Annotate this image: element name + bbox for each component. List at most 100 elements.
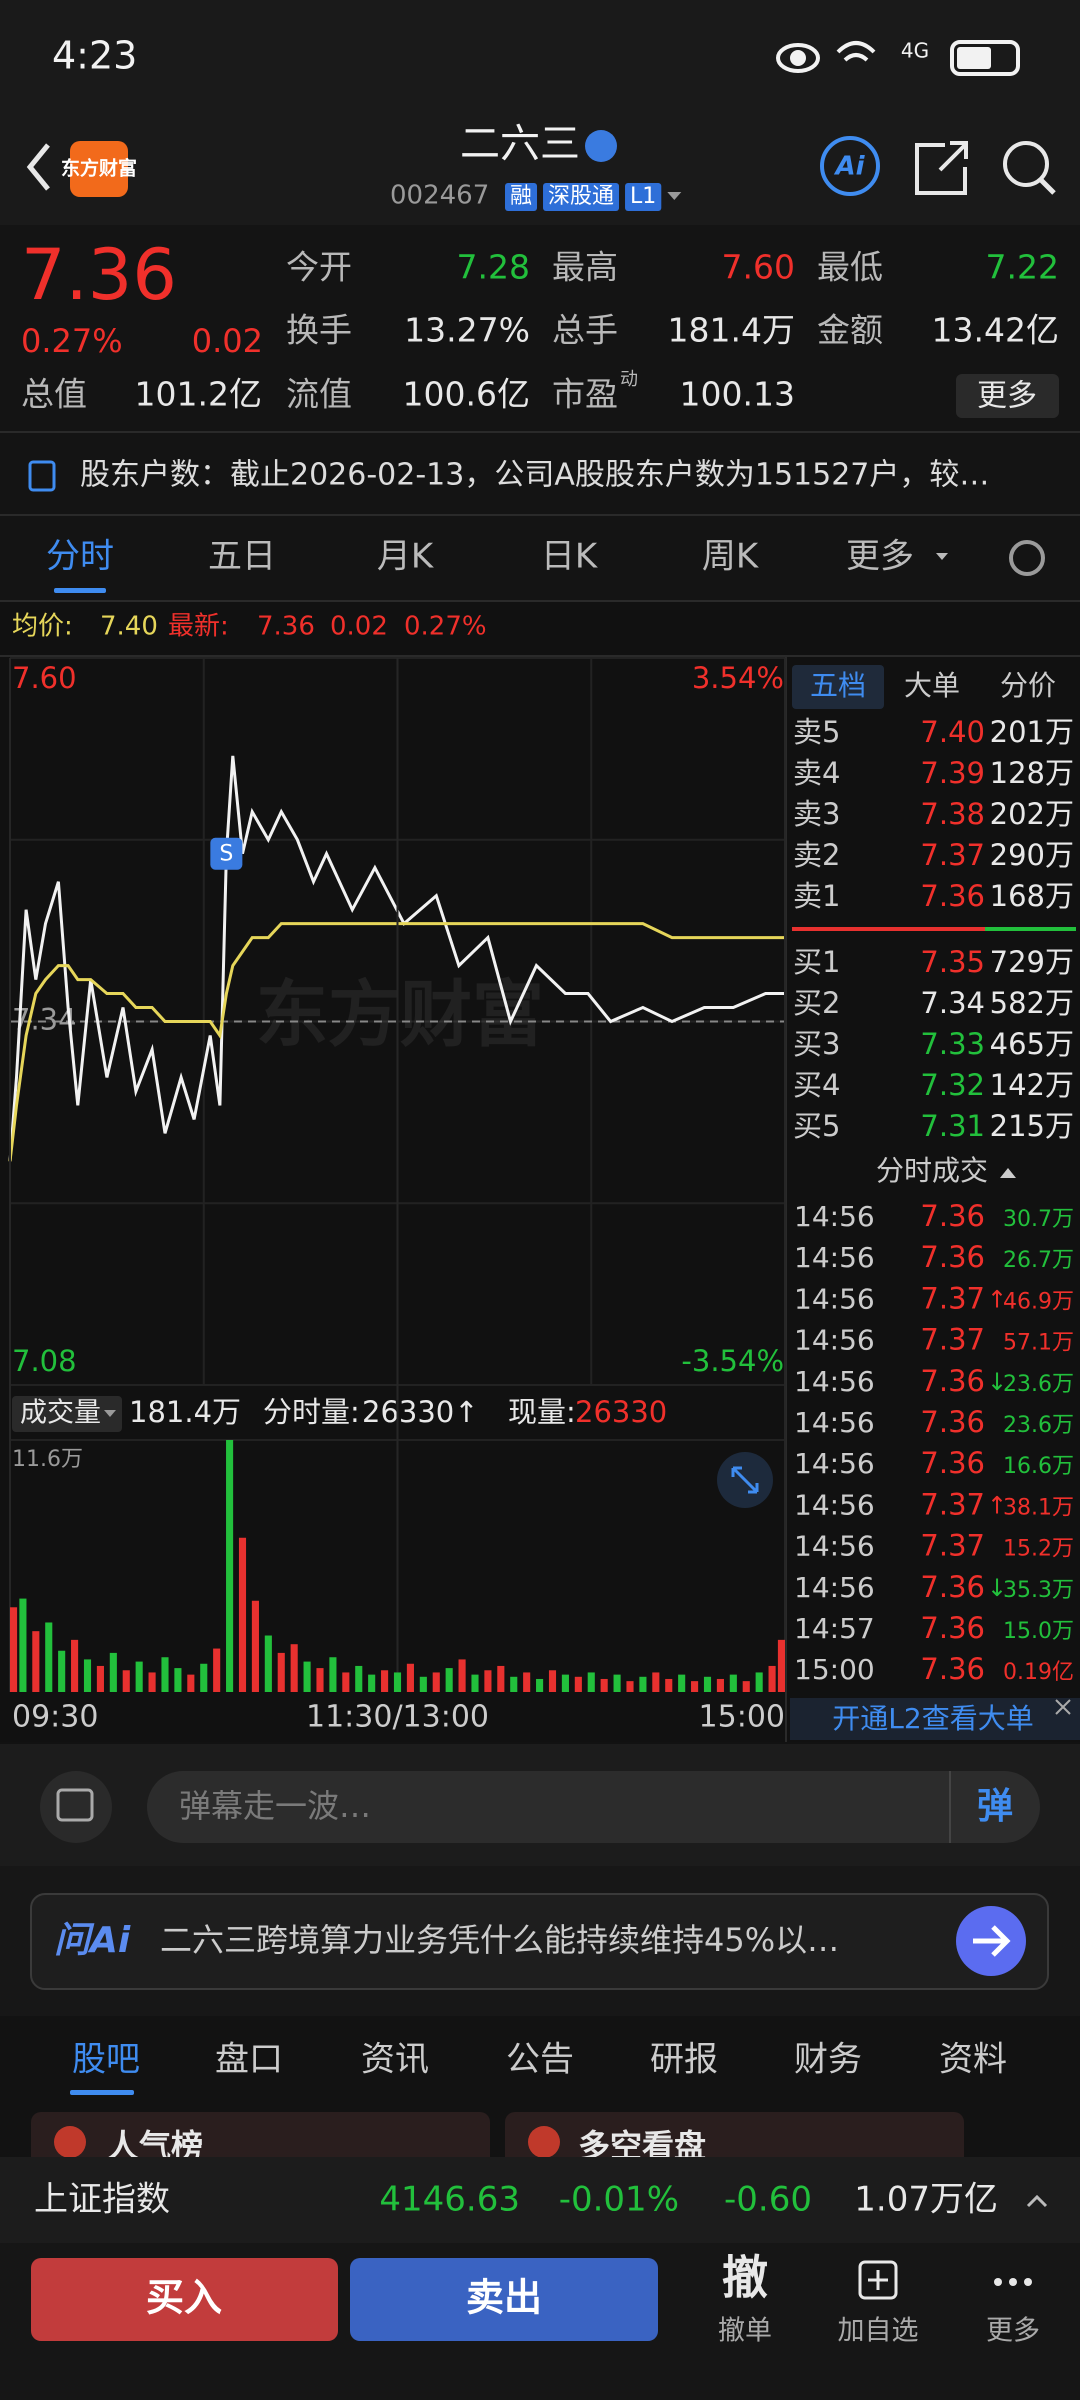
index-bar-bg xyxy=(0,2157,1080,2243)
buy-button[interactable] xyxy=(31,2258,338,2341)
volume-bar xyxy=(303,1661,311,1692)
volume-bar xyxy=(484,1670,492,1692)
trade-flag: ↓ xyxy=(987,1368,1007,1396)
cancel-label[interactable]: 撤单 xyxy=(718,2316,772,2347)
change-pct: 0.27% xyxy=(21,322,123,360)
trade-price: 7.36 xyxy=(920,1240,985,1274)
settings-button[interactable] xyxy=(1009,540,1045,576)
cancel-icon[interactable]: 撤 xyxy=(722,2251,768,2305)
index-amount: 1.07万亿 xyxy=(854,2180,998,2220)
book-label: 买3 xyxy=(793,1027,840,1061)
last-price: 7.36 xyxy=(21,234,177,316)
more-button[interactable] xyxy=(956,374,1059,418)
trade-price: 7.37 xyxy=(920,1529,985,1563)
sell-label[interactable]: 卖出 xyxy=(466,2276,542,2320)
trade-price: 7.36 xyxy=(920,1446,985,1480)
content-tab[interactable]: 股吧 xyxy=(72,2040,140,2080)
trades-title: 分时成交 xyxy=(876,1154,988,1187)
volume-bar xyxy=(226,1440,234,1692)
field-label: 总手 xyxy=(552,311,618,350)
volume-bar xyxy=(264,1635,272,1692)
tag-bg xyxy=(543,183,620,211)
content-tab[interactable]: 盘口 xyxy=(215,2040,283,2080)
news-icon xyxy=(28,460,56,492)
network-label: 4G xyxy=(901,39,929,63)
stock-tag: L1 xyxy=(630,184,656,209)
share-button[interactable] xyxy=(915,141,968,195)
watch-icon[interactable] xyxy=(858,2260,898,2300)
danmu-input[interactable] xyxy=(147,1771,1040,1843)
ai-box[interactable] xyxy=(30,1893,1049,1990)
tab[interactable]: 周K xyxy=(702,537,760,577)
l2-banner-bg[interactable] xyxy=(790,1698,1080,1740)
index-name: 上证指数 xyxy=(34,2180,170,2220)
x-tick-label: 15:00 xyxy=(699,1700,785,1735)
tab[interactable]: 五日 xyxy=(208,537,276,577)
trade-time: 14:56 xyxy=(794,1488,875,1521)
content-tab[interactable]: 公告 xyxy=(506,2040,574,2080)
app-logo-text: 东方财富 xyxy=(61,157,137,180)
y2-tick-label: -3.54% xyxy=(681,1344,784,1378)
volume-label: 成交量 xyxy=(20,1398,101,1429)
content-tab[interactable]: 资讯 xyxy=(361,2040,429,2080)
more-icon[interactable] xyxy=(994,2278,1032,2286)
volume-current: 26330 xyxy=(575,1395,667,1429)
book-price: 7.34 xyxy=(920,986,985,1020)
news-text[interactable]: 股东户数：截止2026-02-13，公司A股股东户数为151527户，较… xyxy=(80,458,989,493)
field-value: 100.6亿 xyxy=(403,375,530,414)
tab[interactable]: 月K xyxy=(377,537,435,577)
book-volume: 142万 xyxy=(990,1068,1074,1102)
volume-bar xyxy=(122,1670,130,1692)
more-label[interactable]: 更多 xyxy=(986,2316,1040,2347)
content-tab[interactable]: 资料 xyxy=(939,2040,1007,2080)
search-button[interactable] xyxy=(1003,141,1049,187)
pe-badge: 动 xyxy=(620,369,638,390)
volume-bar xyxy=(251,1600,259,1692)
volume-minute-label: 分时量: xyxy=(263,1395,360,1429)
trade-price: 7.36 xyxy=(920,1364,985,1398)
more-label[interactable]: 更多 xyxy=(977,379,1037,414)
close-icon xyxy=(1055,1699,1071,1715)
book-volume: 202万 xyxy=(990,797,1074,831)
card-icon xyxy=(54,2126,86,2158)
volume-bar xyxy=(135,1661,143,1692)
ai-question[interactable]: 二六三跨境算力业务凭什么能持续维持45%以… xyxy=(160,1921,839,1959)
trade-flag: ↑ xyxy=(987,1285,1007,1313)
volume-bar xyxy=(729,1674,737,1692)
tab[interactable]: 更多 xyxy=(846,537,914,577)
danmu-icon[interactable] xyxy=(40,1771,112,1843)
volume-bar xyxy=(406,1663,414,1692)
danmu-button[interactable]: 弹 xyxy=(977,1786,1013,1827)
content-tab[interactable]: 研报 xyxy=(650,2040,718,2080)
danmu-placeholder[interactable]: 弹幕走一波… xyxy=(179,1787,371,1825)
book-tab[interactable]: 五档 xyxy=(810,669,866,702)
book-tab[interactable]: 分价 xyxy=(1000,669,1056,702)
content-tab[interactable]: 财务 xyxy=(794,2040,862,2080)
book-label: 买5 xyxy=(793,1109,840,1143)
book-volume: 465万 xyxy=(990,1027,1074,1061)
y-tick-label: 11.6万 xyxy=(12,1447,83,1472)
watch-label[interactable]: 加自选 xyxy=(838,2316,919,2347)
tab[interactable]: 日K xyxy=(541,537,599,577)
volume-selector[interactable] xyxy=(12,1396,122,1432)
expand-chevron[interactable] xyxy=(1026,2194,1048,2208)
field-label: 换手 xyxy=(286,311,352,350)
tab[interactable]: 分时 xyxy=(46,537,114,577)
ai-label[interactable]: Ai xyxy=(833,152,865,182)
volume-bar xyxy=(32,1631,40,1692)
sell-button[interactable] xyxy=(350,2258,658,2341)
search-button[interactable] xyxy=(1039,178,1056,195)
x-tick-label: 11:30/13:00 xyxy=(306,1700,489,1735)
buy-label[interactable]: 买入 xyxy=(146,2276,222,2320)
trade-time: 14:56 xyxy=(794,1406,875,1439)
back-button[interactable] xyxy=(26,143,50,191)
book-tab[interactable]: 大单 xyxy=(904,669,960,702)
stock-name: 二六三 xyxy=(460,121,580,167)
ai-button[interactable] xyxy=(820,136,880,196)
header-bg xyxy=(0,0,1080,225)
l2-banner[interactable]: 开通L2查看大单 xyxy=(832,1702,1033,1735)
trade-price: 7.36 xyxy=(920,1405,985,1439)
change-value: 0.02 xyxy=(192,322,263,360)
volume-bar xyxy=(716,1678,724,1692)
